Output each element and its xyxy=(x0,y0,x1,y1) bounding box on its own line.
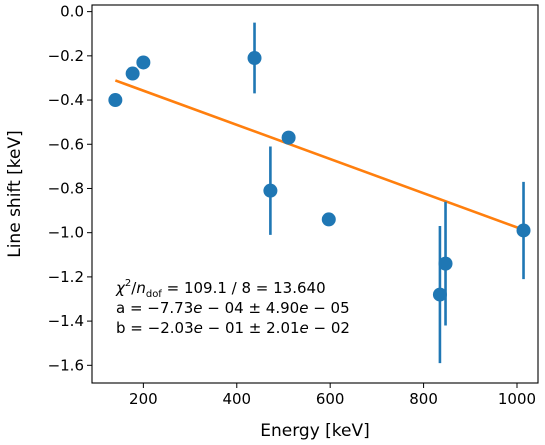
x-tick-label: 1000 xyxy=(498,390,536,408)
data-point xyxy=(321,212,336,227)
x-tick-label: 800 xyxy=(409,390,438,408)
y-tick-label: −0.8 xyxy=(48,179,84,197)
y-tick-label: −1.4 xyxy=(48,312,84,330)
data-point xyxy=(108,93,123,108)
y-tick-label: −0.4 xyxy=(48,91,84,109)
annotation-b: b = −2.03e − 01 ± 2.01e − 02 xyxy=(116,319,350,337)
data-point xyxy=(247,51,262,66)
data-point xyxy=(516,223,531,238)
data-point xyxy=(432,287,447,302)
annotation-a: a = −7.73e − 04 ± 4.90e − 05 xyxy=(116,299,350,317)
plot-area xyxy=(108,22,531,364)
y-tick-label: 0.0 xyxy=(60,3,84,21)
data-point xyxy=(136,55,151,70)
x-tick-label: 400 xyxy=(222,390,251,408)
y-axis-label: Line shift [keV] xyxy=(5,130,25,258)
axis-ticks: 200 400 600 800 1000 0.0 −0.2 −0.4 −0.6 −0.8 −1.0 −… xyxy=(48,3,537,408)
x-tick-label: 600 xyxy=(316,390,345,408)
y-tick-label: −0.6 xyxy=(48,135,84,153)
data-point xyxy=(281,130,296,145)
x-tick-label: 200 xyxy=(129,390,158,408)
fit-annotation: χ2/ndof = 109.1 / 8 = 13.640 a = −7.73e … xyxy=(115,278,350,337)
data-point xyxy=(438,256,453,271)
fit-line xyxy=(114,79,524,231)
axes-frame xyxy=(91,4,539,384)
data-point xyxy=(263,183,278,198)
data-point xyxy=(125,66,140,81)
y-tick-label: −1.0 xyxy=(48,224,84,242)
y-tick-label: −1.6 xyxy=(48,356,84,374)
y-tick-label: −0.2 xyxy=(48,47,84,65)
x-axis-label: Energy [keV] xyxy=(260,421,370,441)
y-tick-label: −1.2 xyxy=(48,268,84,286)
annotation-chi2: χ2/ndof = 109.1 / 8 = 13.640 xyxy=(115,278,326,300)
